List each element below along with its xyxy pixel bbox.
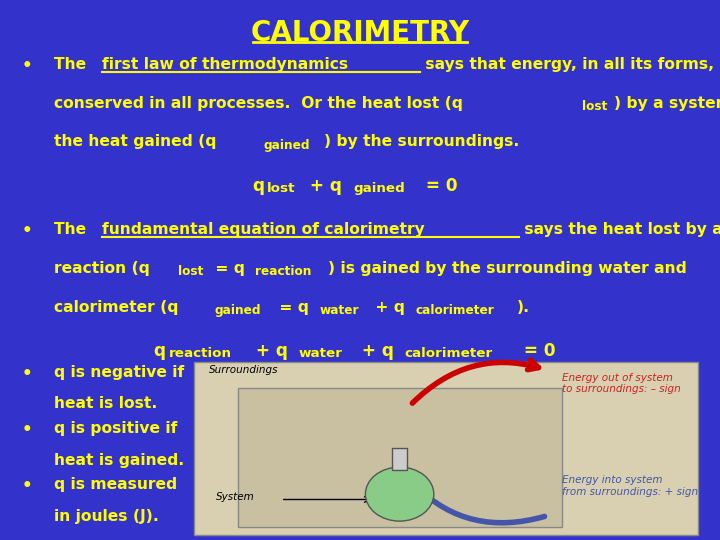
Text: Energy out of system
to surroundings: – sign: Energy out of system to surroundings: – … — [562, 373, 680, 394]
Text: System: System — [216, 492, 255, 502]
Text: q: q — [153, 342, 165, 361]
Text: + q: + q — [371, 300, 405, 315]
Text: reaction: reaction — [256, 265, 312, 278]
FancyBboxPatch shape — [194, 362, 698, 535]
Text: •: • — [22, 421, 32, 439]
Text: calorimeter: calorimeter — [405, 347, 492, 360]
Text: •: • — [22, 222, 32, 240]
Text: fundamental equation of calorimetry: fundamental equation of calorimetry — [102, 222, 425, 237]
Text: the heat gained (q: the heat gained (q — [54, 134, 217, 150]
Text: lost: lost — [267, 181, 296, 194]
Text: ) by the surroundings.: ) by the surroundings. — [323, 134, 519, 150]
Text: water: water — [320, 304, 359, 317]
Text: q is negative if: q is negative if — [54, 364, 184, 380]
Text: •: • — [22, 364, 32, 383]
Text: = 0: = 0 — [420, 177, 457, 195]
Text: ) by a system equals: ) by a system equals — [614, 96, 720, 111]
Text: ) is gained by the surrounding water and: ) is gained by the surrounding water and — [328, 261, 687, 276]
Text: says that energy, in all its forms, is: says that energy, in all its forms, is — [420, 57, 720, 72]
Text: = q: = q — [210, 261, 246, 276]
Text: gained: gained — [215, 304, 261, 317]
Text: + q: + q — [356, 342, 394, 361]
Text: •: • — [22, 57, 32, 75]
Text: conserved in all processes.  Or the heat lost (q: conserved in all processes. Or the heat … — [54, 96, 463, 111]
Text: calorimeter: calorimeter — [415, 304, 494, 317]
Text: = q: = q — [274, 300, 310, 315]
FancyBboxPatch shape — [392, 448, 407, 470]
Text: + q: + q — [250, 342, 288, 361]
Text: The: The — [54, 57, 91, 72]
Text: q is measured: q is measured — [54, 477, 177, 492]
Text: in joules (J).: in joules (J). — [54, 509, 159, 524]
Text: reaction: reaction — [168, 347, 232, 360]
Text: Energy into system
from surroundings: + sign: Energy into system from surroundings: + … — [562, 475, 698, 497]
Text: calorimeter (q: calorimeter (q — [54, 300, 179, 315]
Text: gained: gained — [264, 139, 310, 152]
Text: ).: ). — [517, 300, 530, 315]
Text: The: The — [54, 222, 91, 237]
Text: lost: lost — [178, 265, 203, 278]
Ellipse shape — [366, 467, 433, 521]
Text: •: • — [22, 477, 32, 495]
FancyBboxPatch shape — [238, 388, 562, 526]
Text: heat is lost.: heat is lost. — [54, 396, 158, 411]
Text: says the heat lost by a: says the heat lost by a — [519, 222, 720, 237]
Text: + q: + q — [304, 177, 342, 195]
Text: lost: lost — [582, 100, 607, 113]
Text: q: q — [252, 177, 264, 195]
Text: water: water — [299, 347, 343, 360]
Text: gained: gained — [353, 181, 405, 194]
Text: CALORIMETRY: CALORIMETRY — [251, 19, 469, 47]
Text: Surroundings: Surroundings — [209, 364, 279, 375]
Text: q is positive if: q is positive if — [54, 421, 177, 436]
Text: = 0: = 0 — [518, 342, 556, 361]
Text: first law of thermodynamics: first law of thermodynamics — [102, 57, 348, 72]
Text: heat is gained.: heat is gained. — [54, 453, 184, 468]
Text: reaction (q: reaction (q — [54, 261, 150, 276]
